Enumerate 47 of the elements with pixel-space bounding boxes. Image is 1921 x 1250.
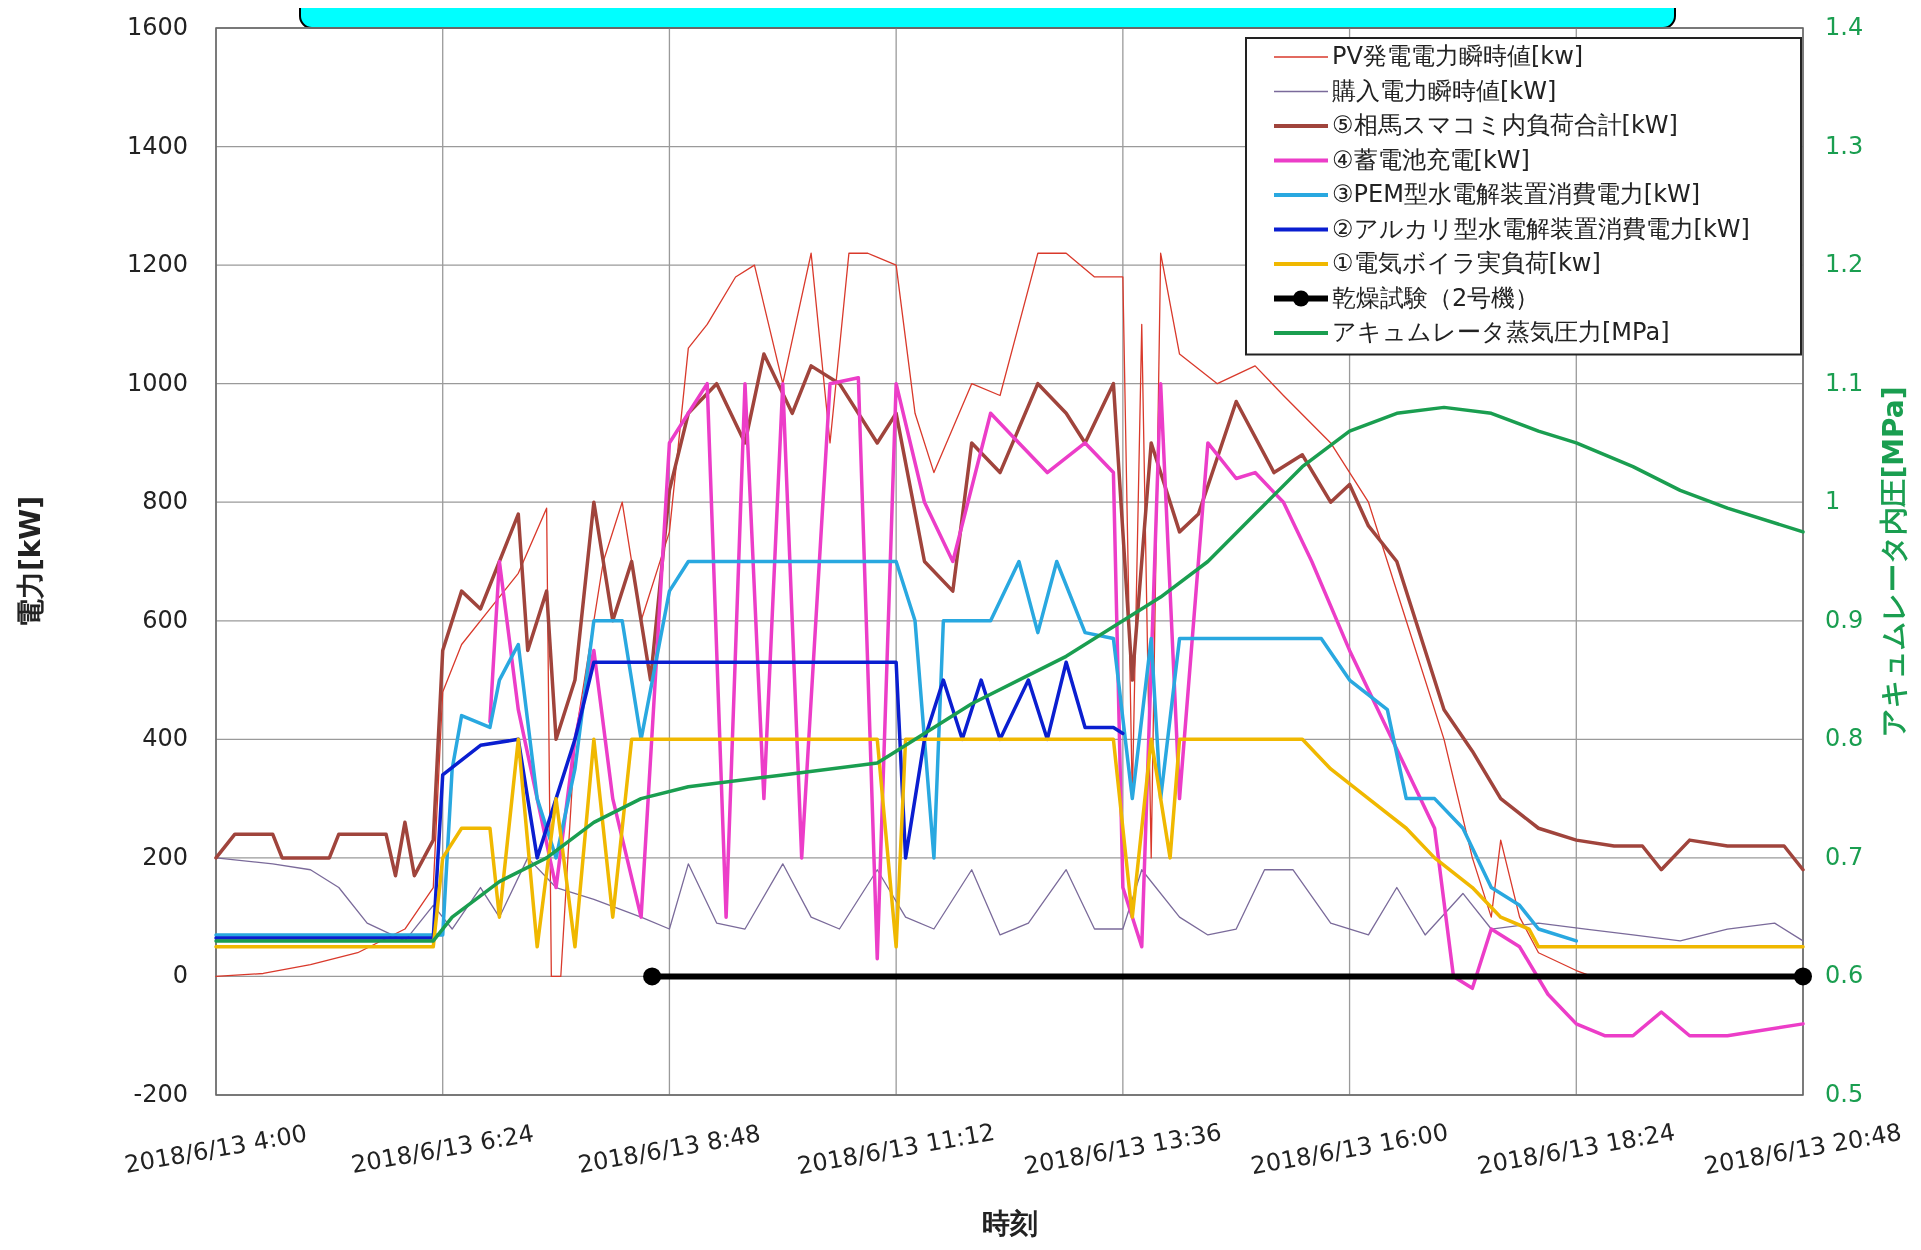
x-tick-label: 2018/6/13 16:00: [1248, 1117, 1451, 1181]
line-series: [214, 405, 1805, 943]
y-axis-title: 電力[kW]: [14, 495, 47, 628]
x-tick-label: 2018/6/13 4:00: [122, 1119, 310, 1179]
x-tick-label: 2018/6/13 8:48: [575, 1119, 763, 1179]
y2-tick-label: 1.3: [1825, 131, 1864, 160]
legend-label: 購入電力瞬時値[kW]: [1332, 76, 1557, 105]
y-tick-label: -200: [133, 1080, 188, 1108]
x-axis-title: 時刻: [981, 1207, 1038, 1240]
y2-tick-label: 0.9: [1825, 605, 1864, 634]
y2-tick-label: 0.6: [1825, 961, 1864, 990]
y2-tick-label: 0.8: [1825, 724, 1864, 753]
y2-tick-label: 1: [1825, 487, 1841, 516]
y-tick-label: 600: [142, 605, 188, 634]
legend-label: 乾燥試験（2号機）: [1332, 283, 1540, 312]
legend-label: PV発電電力瞬時値[kw]: [1332, 42, 1584, 70]
y-tick-label: 800: [142, 487, 188, 516]
y-tick-label: 1200: [126, 250, 188, 279]
y2-tick-label: 1.1: [1825, 368, 1864, 397]
y-tick-label: 0: [172, 961, 188, 990]
y-tick-label: 1000: [126, 368, 188, 397]
legend-label: ⑤相馬スマコミ内負荷合計[kW]: [1332, 111, 1678, 139]
y-tick-label: 400: [142, 724, 188, 753]
line-series: [488, 375, 1805, 1038]
y2-axis-title: アキュムレータ内圧[MPa]: [1877, 386, 1910, 737]
y2-tick-label: 1.4: [1825, 13, 1864, 41]
legend-label: ②アルカリ型水電解装置消費電力[kW]: [1332, 214, 1750, 243]
line-series: [214, 559, 1579, 943]
x-tick-label: 2018/6/13 11:12: [795, 1117, 997, 1181]
y-tick-label: 1600: [126, 13, 188, 41]
line-series: [214, 737, 1805, 949]
x-tick-label: 2018/6/13 13:36: [1021, 1117, 1224, 1181]
x-tick-label: 2018/6/13 20:48: [1701, 1117, 1904, 1181]
legend-label: ③PEM型水電解装置消費電力[kW]: [1332, 180, 1701, 208]
line-series: [214, 352, 1805, 878]
x-tick-label: 2018/6/13 18:24: [1475, 1117, 1677, 1181]
y-tick-label: 200: [142, 842, 188, 871]
line-series: [215, 857, 1804, 942]
y2-tick-label: 0.7: [1825, 842, 1864, 871]
legend-label: ④蓄電池充電[kW]: [1332, 145, 1530, 174]
legend-label: ①電気ボイラ実負荷[kw]: [1332, 249, 1601, 277]
legend-label: アキュムレータ蒸気圧力[MPa]: [1332, 318, 1670, 346]
y2-tick-label: 1.2: [1825, 250, 1864, 279]
y2-tick-label: 0.5: [1825, 1080, 1864, 1108]
line-series: [214, 660, 1125, 940]
y-tick-label: 1400: [126, 131, 188, 160]
x-tick-label: 2018/6/13 6:24: [349, 1119, 536, 1179]
